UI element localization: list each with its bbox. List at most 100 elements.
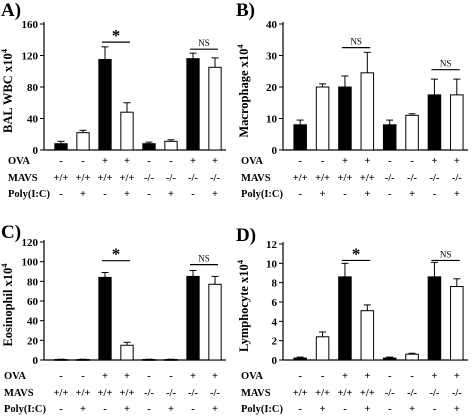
significance-ns: NS xyxy=(350,37,362,47)
y-tick-label: 80 xyxy=(27,276,39,288)
condition-value: + xyxy=(212,189,218,200)
row-label: OVA xyxy=(4,371,26,382)
condition-value: + xyxy=(454,189,460,200)
condition-value: -/- xyxy=(144,388,154,399)
significance-ns: NS xyxy=(440,249,452,259)
condition-value: - xyxy=(388,404,392,415)
y-tick-label: 120 xyxy=(22,237,39,249)
row-label: MAVS xyxy=(8,173,38,184)
condition-value: + xyxy=(364,404,370,415)
condition-value: + xyxy=(454,156,460,167)
condition-value: - xyxy=(298,404,302,415)
bar xyxy=(54,143,68,151)
condition-value: +/+ xyxy=(54,173,69,184)
condition-value: -/- xyxy=(144,173,154,184)
bar xyxy=(98,58,112,151)
row-label: Poly(I:C) xyxy=(241,404,283,415)
condition-value: +/+ xyxy=(76,388,91,399)
condition-value: + xyxy=(212,156,218,167)
bar xyxy=(186,58,200,151)
condition-value: - xyxy=(59,189,63,200)
y-tick-label: 12 xyxy=(266,239,278,251)
condition-value: - xyxy=(103,404,107,415)
y-tick-label: 40 xyxy=(266,19,278,31)
significance-star: * xyxy=(112,245,121,264)
condition-value: - xyxy=(59,404,63,415)
condition-value: -/- xyxy=(166,173,176,184)
panel-label: D) xyxy=(236,225,256,246)
condition-value: - xyxy=(298,156,302,167)
condition-value: + xyxy=(342,371,348,382)
condition-value: -/- xyxy=(385,388,395,399)
condition-value: + xyxy=(124,189,130,200)
y-tick-label: 40 xyxy=(27,114,39,126)
chart-panel-d: D) Lymphocyte x104 0 2 4 6 8 10 12 * NS OVA - - + + - - + +… xyxy=(235,225,468,415)
significance-ns: NS xyxy=(440,59,452,69)
row-label: OVA xyxy=(241,371,263,382)
y-tick-label: 6 xyxy=(272,297,278,309)
bar xyxy=(315,86,330,151)
condition-value: - xyxy=(147,156,151,167)
row-label: MAVS xyxy=(241,388,271,399)
condition-value: +/+ xyxy=(337,173,352,184)
significance-star: * xyxy=(112,26,121,45)
significance-ns: NS xyxy=(198,254,210,264)
bar xyxy=(405,353,419,361)
y-tick-label: 2 xyxy=(272,336,278,348)
bar xyxy=(405,114,419,151)
row-label: MAVS xyxy=(241,173,271,184)
condition-value: - xyxy=(388,371,392,382)
condition-value: +/+ xyxy=(54,388,69,399)
condition-value: + xyxy=(212,404,218,415)
condition-value: - xyxy=(388,189,392,200)
condition-value: + xyxy=(431,156,437,167)
condition-value: + xyxy=(342,156,348,167)
condition-value: +/+ xyxy=(76,173,91,184)
condition-value: + xyxy=(409,404,415,415)
bar xyxy=(427,276,442,361)
condition-value: +/+ xyxy=(360,173,375,184)
condition-value: - xyxy=(81,371,85,382)
row-label: OVA xyxy=(241,156,263,167)
chart-panel-c: C) Eosinophil x104 0 20 40 60 80 100 120 * NS OVA - -… xyxy=(0,222,226,415)
condition-value: - xyxy=(433,404,437,415)
condition-value: -/- xyxy=(452,173,462,184)
row-label: Poly(I:C) xyxy=(241,189,283,200)
condition-value: + xyxy=(320,189,326,200)
condition-value: - xyxy=(147,404,151,415)
condition-value: -/- xyxy=(452,388,462,399)
bar xyxy=(76,132,90,151)
condition-value: -/- xyxy=(166,388,176,399)
significance-ns: NS xyxy=(198,38,210,48)
condition-value: - xyxy=(147,189,151,200)
condition-value: +/+ xyxy=(98,388,113,399)
y-tick-label: 20 xyxy=(27,335,39,347)
condition-value: - xyxy=(343,189,347,200)
condition-value: - xyxy=(343,404,347,415)
bar xyxy=(98,276,112,361)
condition-value: -/- xyxy=(210,173,220,184)
condition-value: + xyxy=(102,371,108,382)
condition-value: - xyxy=(103,189,107,200)
condition-value: - xyxy=(410,371,414,382)
condition-value: + xyxy=(454,404,460,415)
y-tick-label: 4 xyxy=(272,316,278,328)
condition-value: +/+ xyxy=(315,173,330,184)
condition-value: - xyxy=(169,371,173,382)
condition-value: - xyxy=(169,156,173,167)
condition-value: + xyxy=(409,189,415,200)
condition-value: + xyxy=(320,404,326,415)
significance-star: * xyxy=(352,244,361,263)
condition-value: +/+ xyxy=(293,388,308,399)
condition-value: +/+ xyxy=(315,388,330,399)
condition-value: + xyxy=(364,189,370,200)
condition-value: + xyxy=(124,371,130,382)
bar xyxy=(450,286,464,361)
condition-value: - xyxy=(388,156,392,167)
y-axis-title: Eosinophil x104 xyxy=(0,263,15,347)
chart-panel-a: A) BAL WBC x104 0 40 80 120 160 * NS OVA - - + + - - + + M… xyxy=(0,0,226,200)
y-tick-label: 20 xyxy=(266,82,278,94)
y-tick-label: 80 xyxy=(27,82,39,94)
bar xyxy=(338,86,352,151)
